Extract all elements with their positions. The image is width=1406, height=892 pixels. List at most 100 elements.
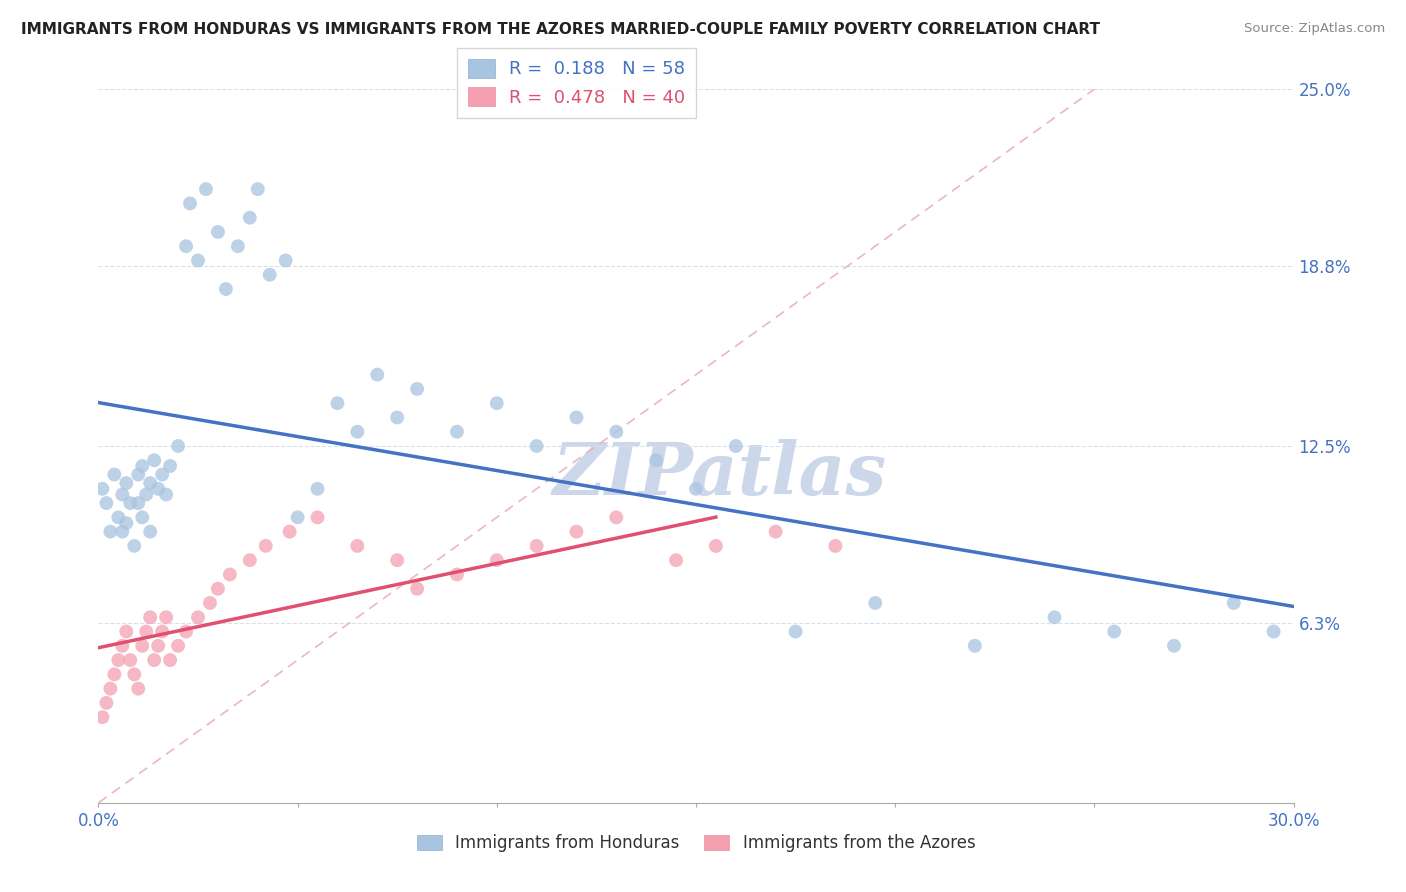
- Point: [150, 467, 173, 482]
- Point: [159, 653, 181, 667]
- Point: [120, 653, 142, 667]
- Point: [167, 439, 190, 453]
- Point: [685, 482, 707, 496]
- Legend: Immigrants from Honduras, Immigrants from the Azores: Immigrants from Honduras, Immigrants fro…: [411, 828, 981, 859]
- Point: [127, 467, 149, 482]
- Point: [207, 225, 229, 239]
- Point: [103, 667, 125, 681]
- Point: [179, 196, 201, 211]
- Text: IMMIGRANTS FROM HONDURAS VS IMMIGRANTS FROM THE AZORES MARRIED-COUPLE FAMILY POV: IMMIGRANTS FROM HONDURAS VS IMMIGRANTS F…: [21, 22, 1099, 37]
- Point: [96, 696, 118, 710]
- Point: [198, 596, 221, 610]
- Point: [526, 439, 548, 453]
- Point: [526, 539, 548, 553]
- Point: [785, 624, 807, 639]
- Point: [91, 710, 114, 724]
- Point: [605, 425, 627, 439]
- Point: [115, 516, 138, 530]
- Point: [963, 639, 986, 653]
- Point: [195, 182, 218, 196]
- Point: [127, 681, 149, 696]
- Point: [385, 553, 409, 567]
- Point: [724, 439, 747, 453]
- Point: [307, 510, 329, 524]
- Point: [278, 524, 301, 539]
- Point: [127, 496, 149, 510]
- Point: [159, 458, 181, 473]
- Point: [120, 496, 142, 510]
- Point: [155, 610, 177, 624]
- Point: [765, 524, 787, 539]
- Point: [107, 653, 129, 667]
- Point: [111, 487, 134, 501]
- Point: [865, 596, 887, 610]
- Text: ZIPatlas: ZIPatlas: [553, 439, 887, 510]
- Point: [124, 539, 146, 553]
- Point: [704, 539, 727, 553]
- Point: [207, 582, 229, 596]
- Point: [287, 510, 309, 524]
- Point: [148, 482, 170, 496]
- Point: [155, 487, 177, 501]
- Point: [1223, 596, 1246, 610]
- Point: [485, 553, 508, 567]
- Point: [98, 524, 122, 539]
- Point: [150, 624, 173, 639]
- Point: [124, 667, 146, 681]
- Point: [346, 425, 368, 439]
- Point: [103, 467, 125, 482]
- Point: [187, 610, 209, 624]
- Point: [246, 182, 269, 196]
- Point: [259, 268, 281, 282]
- Point: [1263, 624, 1285, 639]
- Point: [326, 396, 349, 410]
- Point: [307, 482, 329, 496]
- Point: [174, 239, 197, 253]
- Point: [215, 282, 238, 296]
- Point: [665, 553, 688, 567]
- Point: [346, 539, 368, 553]
- Point: [96, 496, 118, 510]
- Point: [239, 553, 262, 567]
- Point: [446, 425, 468, 439]
- Point: [143, 453, 166, 467]
- Point: [605, 510, 627, 524]
- Point: [111, 524, 134, 539]
- Point: [111, 639, 134, 653]
- Point: [366, 368, 388, 382]
- Point: [91, 482, 114, 496]
- Point: [98, 681, 122, 696]
- Point: [406, 382, 429, 396]
- Point: [135, 487, 157, 501]
- Point: [824, 539, 846, 553]
- Point: [446, 567, 468, 582]
- Point: [115, 476, 138, 491]
- Point: [187, 253, 209, 268]
- Text: Source: ZipAtlas.com: Source: ZipAtlas.com: [1244, 22, 1385, 36]
- Point: [131, 458, 153, 473]
- Point: [485, 396, 508, 410]
- Point: [143, 653, 166, 667]
- Point: [385, 410, 409, 425]
- Point: [1104, 624, 1126, 639]
- Point: [219, 567, 242, 582]
- Point: [131, 639, 153, 653]
- Point: [107, 510, 129, 524]
- Point: [565, 410, 588, 425]
- Point: [174, 624, 197, 639]
- Point: [115, 624, 138, 639]
- Point: [139, 610, 162, 624]
- Point: [565, 524, 588, 539]
- Point: [274, 253, 297, 268]
- Point: [148, 639, 170, 653]
- Point: [167, 639, 190, 653]
- Point: [239, 211, 262, 225]
- Point: [645, 453, 668, 467]
- Point: [1043, 610, 1066, 624]
- Point: [406, 582, 429, 596]
- Point: [139, 524, 162, 539]
- Point: [1163, 639, 1185, 653]
- Point: [254, 539, 277, 553]
- Point: [131, 510, 153, 524]
- Point: [226, 239, 249, 253]
